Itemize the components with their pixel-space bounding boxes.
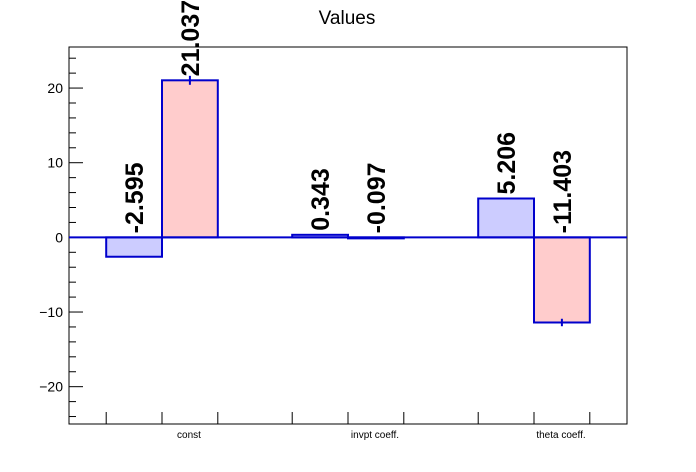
- y-tick-label: 0: [55, 229, 63, 245]
- plot-area: −20 −10 0 10 20 -2.595 0.343 5.206 21.037 -0.097 -…: [39, 0, 628, 441]
- data-label: -0.097: [363, 162, 391, 233]
- x-category-label: const: [177, 430, 201, 441]
- data-label: 5.206: [493, 132, 521, 195]
- data-label: -11.403: [549, 150, 577, 233]
- y-tick-label: −20: [39, 379, 63, 395]
- bar: [105, 236, 163, 258]
- x-category-label: theta coeff.: [536, 430, 585, 441]
- y-tick-label: −10: [39, 304, 63, 320]
- data-label: 21.037: [177, 0, 205, 76]
- y-tick-label: 20: [47, 80, 63, 96]
- y-tick-label: 10: [47, 155, 63, 171]
- data-label: 0.343: [307, 168, 335, 231]
- bar: [161, 79, 219, 239]
- data-label: -2.595: [121, 162, 149, 233]
- x-category-label: invpt coeff.: [351, 430, 399, 441]
- chart-title: Values: [319, 8, 376, 29]
- bar: [477, 197, 536, 239]
- bar: [533, 236, 591, 324]
